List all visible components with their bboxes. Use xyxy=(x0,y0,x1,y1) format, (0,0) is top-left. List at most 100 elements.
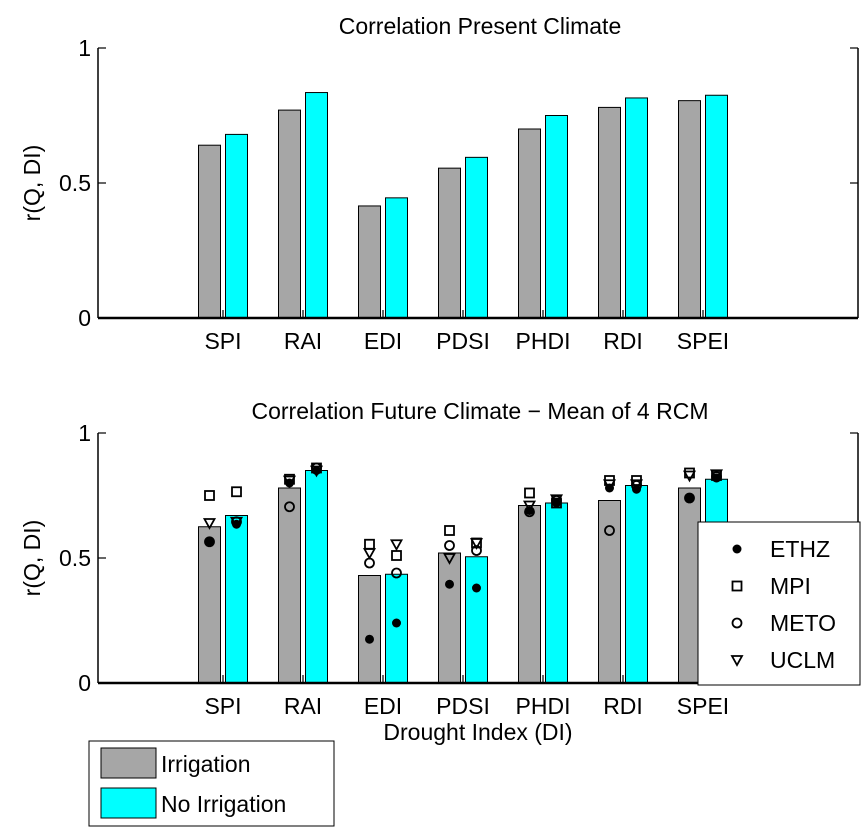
legend-marker-mpi xyxy=(731,580,743,592)
marker-mpi-spi xyxy=(204,490,215,501)
bar-no-irrigation-edi xyxy=(385,573,408,684)
x-tick-label-spi: SPI xyxy=(204,328,241,354)
chart-title: Correlation Present Climate xyxy=(339,13,622,39)
x-tick-label-spei: SPEI xyxy=(677,328,729,354)
legend-label-uclm: UCLM xyxy=(770,647,835,673)
marker-uclm-phdi xyxy=(522,500,537,513)
x-axis-label: Drought Index (DI) xyxy=(383,719,572,745)
marker-uclm-spi xyxy=(202,518,217,530)
legend-label-ethz: ETHZ xyxy=(770,536,830,562)
marker-uclm-rdi xyxy=(629,479,644,492)
marker-meto-rai xyxy=(284,501,295,513)
marker-meto-pdsi xyxy=(444,540,455,551)
marker-ethz-edi xyxy=(365,634,374,644)
marker-ethz-pdsi xyxy=(472,583,481,593)
bar-irrigation-rdi xyxy=(598,106,621,319)
marker-mpi-spi xyxy=(231,486,242,498)
marker-uclm-rai xyxy=(282,475,297,488)
marker-mpi-pdsi xyxy=(444,525,455,536)
legend-label-meto: METO xyxy=(770,610,836,636)
marker-mpi-phdi xyxy=(524,487,535,499)
x-tick-label-spi: SPI xyxy=(204,693,241,719)
marker-uclm-spei xyxy=(682,470,697,483)
marker-ethz-spi xyxy=(205,537,214,547)
chart-panel-2: Correlation Future Climate − Mean of 4 R… xyxy=(19,398,861,745)
marker-meto-rdi xyxy=(604,525,615,536)
x-tick-label-pdsi: PDSI xyxy=(436,693,490,719)
bar-no-irrigation-spei xyxy=(705,94,728,319)
marker-mpi-edi xyxy=(364,538,375,550)
x-tick-label-rdi: RDI xyxy=(603,328,643,354)
y-tick-label: 0 xyxy=(78,670,91,696)
bar-legend: Irrigation No Irrigation xyxy=(88,740,335,827)
x-tick-label-pdsi: PDSI xyxy=(436,328,490,354)
bar-irrigation-edi xyxy=(358,575,381,684)
bar-no-irrigation-rdi xyxy=(625,485,648,684)
x-tick-label-rdi: RDI xyxy=(603,693,643,719)
bar-no-irrigation-pdsi xyxy=(465,556,488,684)
bar-irrigation-spi xyxy=(198,144,221,319)
x-tick-label-edi: EDI xyxy=(364,328,402,354)
bar-no-irrigation-rdi xyxy=(625,97,648,319)
bar-no-irrigation-rai xyxy=(305,92,328,319)
marker-uclm-rdi xyxy=(602,479,617,492)
bar-irrigation-spei xyxy=(678,487,701,684)
legend-label-mpi: MPI xyxy=(770,573,811,599)
legend-swatch-no-irrigation xyxy=(100,787,157,819)
marker-uclm-pdsi xyxy=(442,553,457,565)
marker-mpi-edi xyxy=(391,550,402,561)
bar-irrigation-pdsi xyxy=(438,167,461,319)
marker-meto-spi xyxy=(204,536,215,548)
x-tick-label-edi: EDI xyxy=(364,693,402,719)
marker-ethz-spei xyxy=(685,493,694,503)
legend-marker-meto xyxy=(731,617,743,629)
bar-no-irrigation-spi xyxy=(225,133,248,319)
bar-irrigation-rai xyxy=(278,109,301,319)
legend-label-no-irrigation: No Irrigation xyxy=(161,791,286,817)
bar-no-irrigation-phdi xyxy=(545,115,568,319)
marker-meto-pdsi xyxy=(471,545,482,556)
rcm-legend: ETHZ MPI METO UCLM xyxy=(697,521,861,686)
y-axis-label: r(Q, DI) xyxy=(19,520,45,597)
bar-irrigation-spi xyxy=(198,526,221,684)
marker-uclm-edi xyxy=(362,548,377,560)
chart-panel-1: Correlation Present Climate r(Q, DI) 0 0.5 1… xyxy=(19,13,859,354)
y-tick-label: 0.5 xyxy=(59,545,91,571)
bar-no-irrigation-edi xyxy=(385,197,408,319)
marker-meto-phdi xyxy=(524,506,535,518)
legend-marker-uclm xyxy=(730,655,744,667)
bar-no-irrigation-phdi xyxy=(545,502,568,684)
y-tick-label: 0.5 xyxy=(59,170,91,196)
x-tick-label-rai: RAI xyxy=(284,328,322,354)
marker-uclm-phdi xyxy=(549,494,564,507)
y-tick-label: 1 xyxy=(78,35,91,61)
bar-irrigation-phdi xyxy=(518,505,541,684)
bar-irrigation-phdi xyxy=(518,128,541,319)
bar-no-irrigation-rai xyxy=(305,470,328,684)
marker-uclm-spi xyxy=(229,516,244,529)
bar-no-irrigation-spi xyxy=(225,515,248,684)
marker-meto-spei xyxy=(684,492,695,504)
marker-meto-spei xyxy=(711,471,722,483)
y-tick-label: 0 xyxy=(78,305,91,331)
rcm-legend-box xyxy=(697,521,861,686)
y-tick-label: 1 xyxy=(78,420,91,446)
legend-marker-ethz xyxy=(732,544,742,554)
marker-ethz-pdsi xyxy=(445,579,454,589)
x-tick-label-phdi: PHDI xyxy=(516,693,571,719)
x-tick-label-rai: RAI xyxy=(284,693,322,719)
marker-ethz-edi xyxy=(392,618,401,628)
marker-uclm-pdsi xyxy=(469,538,484,550)
bar-no-irrigation-pdsi xyxy=(465,156,488,319)
legend-swatch-irrigation xyxy=(100,747,157,779)
bar-irrigation-rdi xyxy=(598,500,621,684)
y-axis-label: r(Q, DI) xyxy=(19,145,45,222)
marker-uclm-spei xyxy=(709,469,724,482)
x-tick-label-phdi: PHDI xyxy=(516,328,571,354)
bar-irrigation-pdsi xyxy=(438,552,461,684)
x-tick-label-spei: SPEI xyxy=(677,693,729,719)
bar-irrigation-spei xyxy=(678,100,701,319)
chart-title: Correlation Future Climate − Mean of 4 R… xyxy=(252,398,709,424)
legend-label-irrigation: Irrigation xyxy=(161,751,250,777)
